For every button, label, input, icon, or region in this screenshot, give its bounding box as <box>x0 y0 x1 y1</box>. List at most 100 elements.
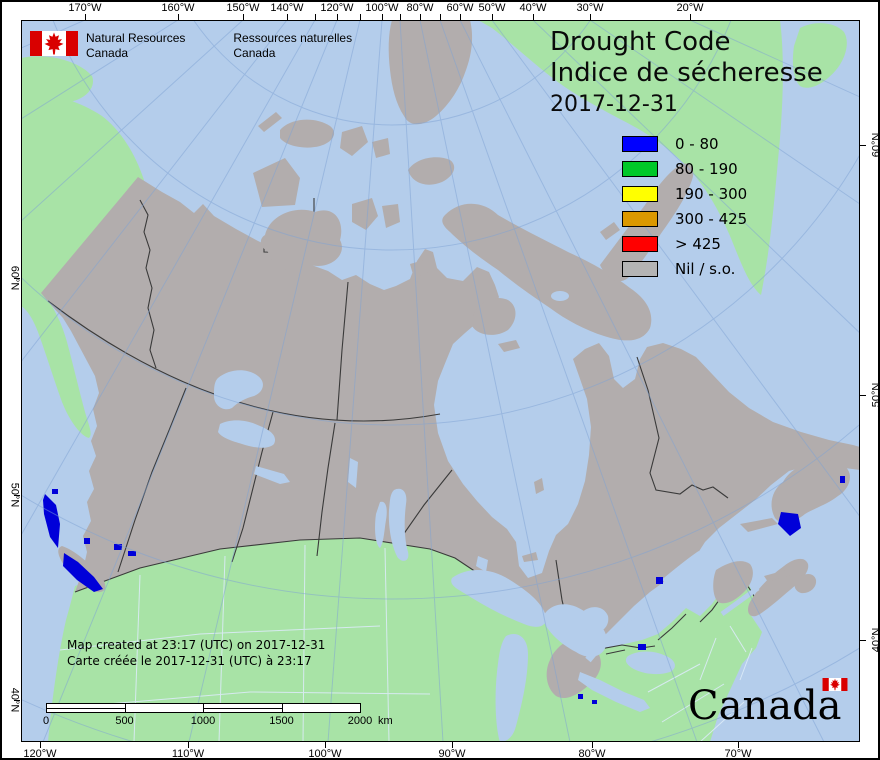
cornwallis-island <box>372 138 390 158</box>
axis-tick-left <box>14 495 20 496</box>
axis-tick-right <box>860 640 866 641</box>
axis-tick-top <box>287 14 288 20</box>
axis-label-top: 40°W <box>519 2 547 14</box>
drought-patch-bc-2 <box>114 544 122 550</box>
government-of-canada-logo: Natural Resources Canada Ressources natu… <box>30 31 352 61</box>
scale-segment <box>125 704 204 712</box>
axis-tick-top <box>178 14 179 20</box>
axis-label-top: 30°W <box>576 2 604 14</box>
banks-island <box>253 158 300 207</box>
axis-tick-top <box>315 14 316 20</box>
axis-label-top: 170°W <box>68 2 102 14</box>
axis-tick-bottom <box>188 742 189 748</box>
legend-swatch <box>622 185 658 202</box>
lake-winnipeg <box>388 488 409 561</box>
axis-tick-bottom <box>738 742 739 748</box>
legend-label: 0 - 80 <box>675 134 719 153</box>
drought-patch-haida-gwaii <box>43 494 60 548</box>
axis-tick-bottom <box>452 742 453 748</box>
canada-mainland <box>41 177 860 652</box>
drought-patch-bc-1 <box>84 538 90 544</box>
georgian-bay <box>580 607 609 633</box>
axis-tick-top <box>243 14 244 20</box>
axis-tick-top <box>492 14 493 20</box>
anticosti-island <box>740 518 778 532</box>
canada-flag-icon <box>30 31 78 56</box>
axis-label-top: 160°W <box>161 2 195 14</box>
southampton-island <box>472 298 516 335</box>
scale-value: 1000 <box>190 715 216 727</box>
axis-tick-bottom <box>592 742 593 748</box>
axis-tick-bottom <box>325 742 326 748</box>
great-bear-lake <box>214 370 263 410</box>
border-qc-nl <box>636 356 729 499</box>
drought-patch-qc-1 <box>656 577 663 584</box>
chukotka-land <box>21 56 94 105</box>
legend-row: 300 - 425 <box>622 206 747 231</box>
prince-of-wales-island <box>352 198 378 230</box>
axis-tick-bottom <box>40 742 41 748</box>
scale-value: 1500 <box>269 715 294 727</box>
bathurst-island <box>340 126 368 156</box>
lake-superior <box>451 569 547 627</box>
border-canada-us <box>74 537 755 657</box>
axis-label-top: 80°W <box>406 2 434 14</box>
cape-breton <box>794 574 817 594</box>
scale-bar-labels: 0 500 1000 1500 2000 km <box>43 715 393 729</box>
axis-label-top: 20°W <box>676 2 704 14</box>
border-bc-ab <box>117 387 187 573</box>
note-line-fr: Carte créée le 2017-12-31 (UTC) à 23:17 <box>67 654 312 668</box>
map-title: Drought Code Indice de sécheresse 2017-1… <box>550 27 823 119</box>
drought-patch-nf-east <box>840 476 845 483</box>
akimiski-island <box>522 552 538 562</box>
scale-segment <box>47 704 126 712</box>
drought-patches <box>43 476 845 704</box>
title-date: 2017-12-31 <box>550 92 678 117</box>
legend-label: Nil / s.o. <box>675 259 736 278</box>
axis-tick-right <box>860 145 866 146</box>
lake-michigan <box>495 634 528 742</box>
legend-row: Nil / s.o. <box>622 256 747 281</box>
drought-patch-bc-4 <box>52 489 58 494</box>
axis-label-bottom: 70°W <box>724 748 752 760</box>
axis-tick-top <box>590 14 591 20</box>
scale-bar-graphic <box>46 703 361 713</box>
bylot-island <box>600 222 620 240</box>
lake-athabasca <box>254 466 290 484</box>
axis-tick-top <box>400 14 401 20</box>
legend-row: 190 - 300 <box>622 181 747 206</box>
logo-fr-line2: Canada <box>233 46 276 60</box>
legend-swatch <box>622 235 658 252</box>
axis-label-top: 150°W <box>226 2 260 14</box>
new-brunswick <box>713 561 753 604</box>
legend-swatch <box>622 135 658 152</box>
somerset-island <box>382 204 400 228</box>
prince-edward-island <box>764 570 790 582</box>
border-sk-mb <box>316 422 336 557</box>
axis-tick-top <box>85 14 86 20</box>
axis-tick-top <box>382 14 383 20</box>
bay-of-fundy <box>720 585 760 617</box>
title-line-en: Drought Code <box>550 27 731 57</box>
logo-en-line1: Natural Resources <box>86 31 186 45</box>
axis-tick-left <box>14 700 20 701</box>
legend-row: > 425 <box>622 231 747 256</box>
iceland-land <box>792 23 847 88</box>
axis-label-bottom: 80°W <box>578 748 606 760</box>
us-state-borders <box>59 544 753 742</box>
axis-label-right: 60°N <box>870 132 880 158</box>
axis-tick-top <box>337 14 338 20</box>
nova-scotia <box>748 558 809 617</box>
axis-label-bottom: 100°W <box>308 748 342 760</box>
drought-patch-vancouver-island <box>63 553 103 592</box>
axis-label-right: 50°N <box>870 382 880 408</box>
legend-swatch <box>622 210 658 227</box>
axis-tick-top <box>460 14 461 20</box>
scale-segment <box>282 704 360 712</box>
axis-tick-top <box>420 14 421 20</box>
canada-wordmark: Canada <box>688 678 848 726</box>
lake-winnipegosis <box>375 501 387 548</box>
legend-swatch <box>622 260 658 277</box>
axis-tick-top <box>440 14 441 20</box>
